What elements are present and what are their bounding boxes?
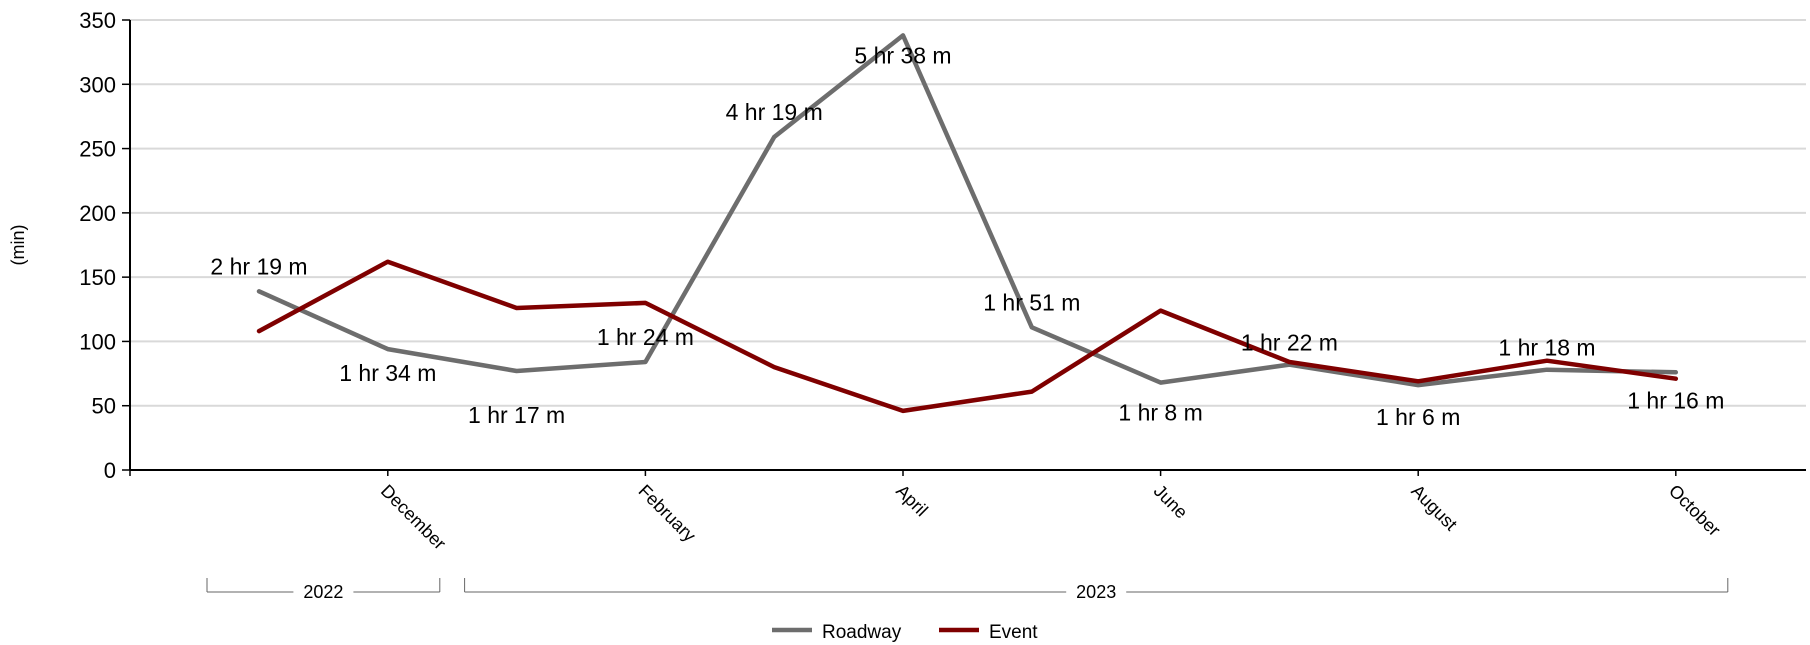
year-label: 2022: [303, 582, 343, 602]
data-label: 1 hr 8 m: [1118, 400, 1202, 426]
data-label: 1 hr 34 m: [339, 360, 436, 386]
data-label: 1 hr 18 m: [1498, 335, 1595, 361]
y-tick-label: 150: [79, 265, 116, 290]
data-label: 1 hr 6 m: [1376, 404, 1460, 430]
data-label: 1 hr 16 m: [1627, 387, 1724, 413]
x-tick-label: June: [1150, 481, 1192, 523]
data-label: 1 hr 24 m: [597, 324, 694, 350]
y-tick-label: 0: [104, 458, 116, 483]
legend-label: Event: [989, 622, 1038, 643]
y-tick-label: 350: [79, 8, 116, 33]
y-tick-label: 100: [79, 329, 116, 354]
y-axis-label: (min): [8, 225, 28, 266]
y-tick-label: 250: [79, 137, 116, 162]
legend-label: Roadway: [822, 622, 902, 643]
y-axis: 0 50 100 150 200 250 300 350: [79, 8, 131, 483]
y-tick-label: 200: [79, 201, 116, 226]
x-tick-label: December: [377, 481, 450, 554]
series-line-roadway: [256, 33, 1679, 388]
data-label: 1 hr 51 m: [983, 289, 1080, 315]
gridlines: [130, 19, 1806, 407]
data-labels: 2 hr 19 m 1 hr 34 m 1 hr 17 m 1 hr 24 m 4 hr…: [210, 42, 1724, 430]
data-label: 1 hr 17 m: [468, 402, 565, 428]
x-tick-label: April: [892, 481, 932, 521]
data-label: 4 hr 19 m: [726, 99, 823, 125]
year-groups: 2022 2023: [206, 578, 1729, 602]
series-line-event: [256, 259, 1679, 414]
x-tick-label: August: [1407, 481, 1461, 535]
y-tick-label: 50: [92, 394, 116, 419]
series-lines: [256, 33, 1679, 414]
x-axis: December February April June August October: [129, 469, 1806, 554]
legend: Roadway Event: [772, 622, 1038, 643]
year-label: 2023: [1076, 582, 1116, 602]
data-label: 1 hr 22 m: [1241, 330, 1338, 356]
data-label: 2 hr 19 m: [210, 253, 307, 279]
y-tick-label: 300: [79, 72, 116, 97]
data-label: 5 hr 38 m: [854, 42, 951, 68]
x-tick-label: October: [1665, 481, 1724, 540]
x-tick-label: February: [635, 481, 700, 546]
